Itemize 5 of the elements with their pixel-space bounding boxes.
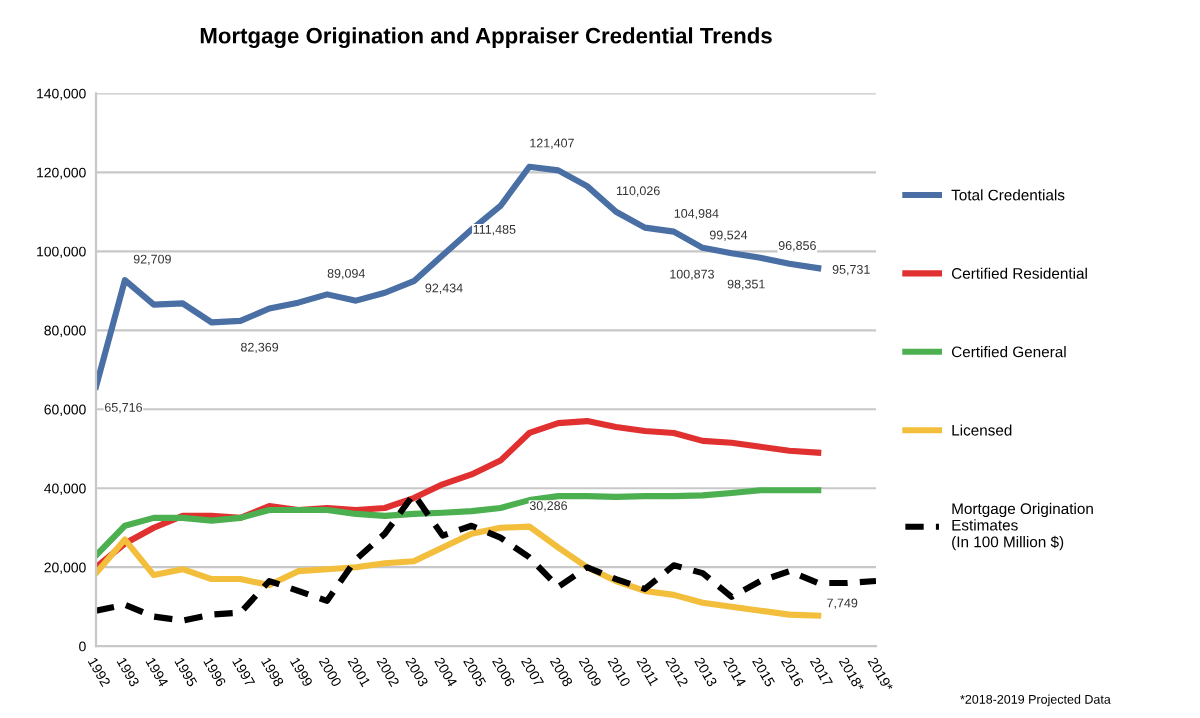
line-series bbox=[96, 487, 822, 559]
line-series bbox=[96, 523, 822, 619]
chart-title: Mortgage Origination and Appraiser Credential Trends bbox=[200, 27, 772, 49]
line-series bbox=[96, 491, 876, 624]
line-series bbox=[96, 163, 822, 390]
